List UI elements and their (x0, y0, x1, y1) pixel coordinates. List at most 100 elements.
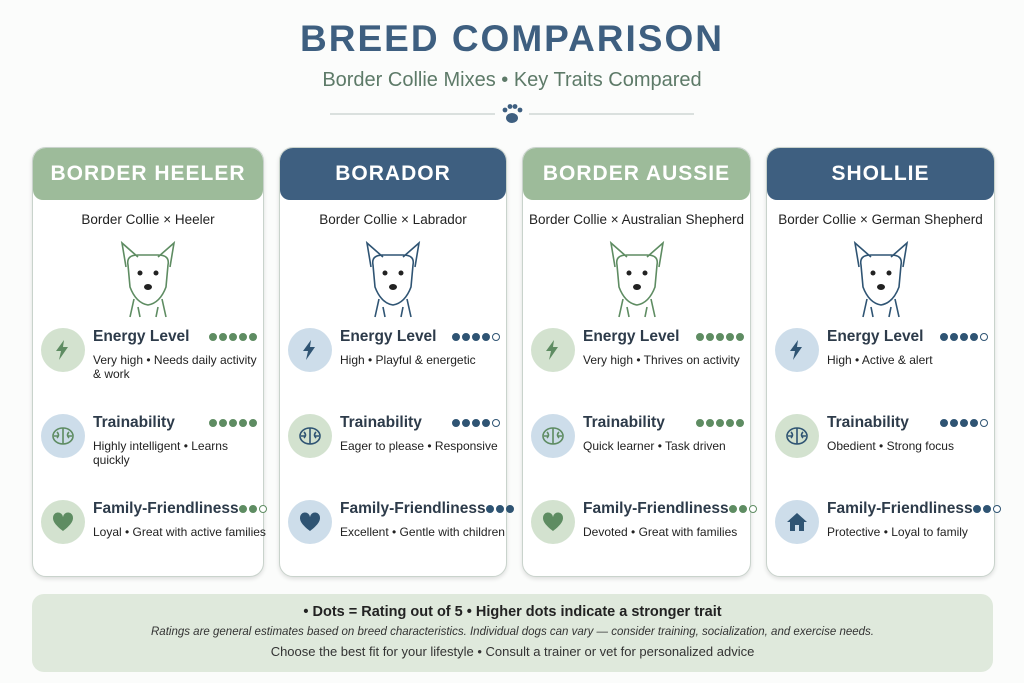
rating-dot (706, 419, 714, 427)
trait: Energy Level High • Playful & energetic (288, 328, 500, 372)
trait-description: Very high • Needs daily activity & work (93, 353, 257, 381)
icon-bolt (303, 340, 315, 360)
trait: Family-Friendliness Devoted • Great with … (531, 500, 757, 544)
trait-body: Trainability Quick learner • Task driven (583, 414, 744, 458)
trait-name: Energy Level (340, 328, 437, 345)
title: BREED COMPARISON (300, 18, 724, 59)
rating-dot (258, 505, 267, 513)
breed-card: BORDER AUSSIE Border Collie × Australian … (522, 147, 757, 577)
rating-dot (716, 419, 724, 427)
trait-row: Family-Friendliness (93, 500, 267, 518)
rating-dot (696, 419, 704, 427)
rating-dot (209, 419, 217, 427)
breed-card: BORDER HEELER Border Collie × Heeler Ener… (32, 147, 267, 577)
trait-icon (41, 500, 85, 544)
trait-name: Family-Friendliness (827, 500, 973, 517)
rating-dot (505, 505, 514, 513)
rating-dot (706, 333, 714, 341)
trait-name: Trainability (93, 414, 175, 431)
rating-dot (239, 333, 247, 341)
rating-dot (219, 419, 227, 427)
trait-body: Energy Level High • Playful & energetic (340, 328, 500, 372)
trait-body: Family-Friendliness Loyal • Great with ac… (93, 500, 267, 544)
trait-row: Family-Friendliness (583, 500, 757, 518)
rating-dot (940, 333, 948, 341)
rating-dot (209, 333, 217, 341)
trait-description: Protective • Loyal to family (827, 525, 968, 539)
icon-heart (299, 512, 321, 531)
trait: Family-Friendliness Excellent • Gentle wi… (288, 500, 514, 544)
trait-icon (288, 500, 332, 544)
card-header: BORDER HEELER (33, 148, 263, 200)
trait-body: Family-Friendliness Excellent • Gentle wi… (340, 500, 514, 544)
icon-bolt (546, 340, 558, 360)
trait-row: Energy Level (340, 328, 500, 346)
rating-dot (960, 419, 968, 427)
rating-dot (472, 419, 480, 427)
trait-icon (41, 414, 85, 458)
trait-body: Trainability Eager to please • Responsive (340, 414, 500, 458)
rating-dot (738, 505, 747, 513)
rating-dot (492, 419, 500, 427)
trait-icon (775, 500, 819, 544)
icon-brain (786, 427, 808, 445)
trait: Trainability Quick learner • Task driven (531, 414, 744, 458)
trait-icon (531, 500, 575, 544)
trait-row: Energy Level (827, 328, 988, 346)
rating-dot (462, 333, 470, 341)
rating-dot (982, 505, 991, 513)
breed-mix: Border Collie × Heeler (81, 212, 215, 227)
trait-row: Family-Friendliness (340, 500, 514, 518)
rating-dot (980, 419, 988, 427)
trait-row: Family-Friendliness (827, 500, 1001, 518)
footer-note: Ratings are general estimates based on b… (151, 626, 874, 638)
rating-dots (696, 419, 744, 427)
breed-card: SHOLLIE Border Collie × German Shepherd E… (766, 147, 1001, 577)
trait-name: Energy Level (827, 328, 924, 345)
rating-dot (229, 419, 237, 427)
rating-dots (940, 333, 988, 341)
rating-dot (492, 333, 500, 341)
breed-card: BORADOR Border Collie × Labrador Energy L… (279, 147, 514, 577)
rating-dot (495, 505, 504, 513)
trait-name: Trainability (583, 414, 665, 431)
icon-bolt (790, 340, 802, 360)
rating-dot (482, 333, 490, 341)
trait-row: Trainability (583, 414, 744, 432)
card-header: BORADOR (280, 148, 506, 200)
icon-brain (299, 427, 321, 445)
trait-name: Trainability (340, 414, 422, 431)
trait: Trainability Obedient • Strong focus (775, 414, 988, 458)
rating-dot (249, 419, 257, 427)
icon-heart (52, 512, 74, 531)
rating-dots (485, 505, 514, 513)
trait: Trainability Highly intelligent • Learns … (41, 414, 257, 467)
rating-dot (452, 333, 460, 341)
rating-dot (716, 333, 724, 341)
trait-name: Energy Level (583, 328, 680, 345)
card-header: BORDER AUSSIE (523, 148, 750, 200)
rating-dots (452, 419, 500, 427)
rating-dot (229, 333, 237, 341)
trait-body: Family-Friendliness Protective • Loyal to… (827, 500, 1001, 544)
trait: Family-Friendliness Loyal • Great with ac… (41, 500, 267, 544)
breed-mix: Border Collie × German Shepherd (778, 212, 983, 227)
paw-divider (330, 104, 694, 123)
trait-body: Energy Level Very high • Needs daily acti… (93, 328, 257, 381)
trait-description: High • Active & alert (827, 353, 933, 367)
breed-mix: Border Collie × Labrador (319, 212, 467, 227)
trait-row: Trainability (340, 414, 500, 432)
rating-dots (728, 505, 757, 513)
rating-dot (726, 419, 734, 427)
trait-body: Family-Friendliness Devoted • Great with … (583, 500, 757, 544)
trait-icon (41, 328, 85, 372)
rating-dot (992, 505, 1001, 513)
trait-body: Energy Level High • Active & alert (827, 328, 988, 372)
rating-dots (696, 333, 744, 341)
trait-body: Trainability Highly intelligent • Learns … (93, 414, 257, 467)
icon-brain (52, 427, 74, 445)
icon-house (787, 513, 807, 531)
rating-dot (736, 419, 744, 427)
trait-icon (531, 328, 575, 372)
rating-dot (452, 419, 460, 427)
